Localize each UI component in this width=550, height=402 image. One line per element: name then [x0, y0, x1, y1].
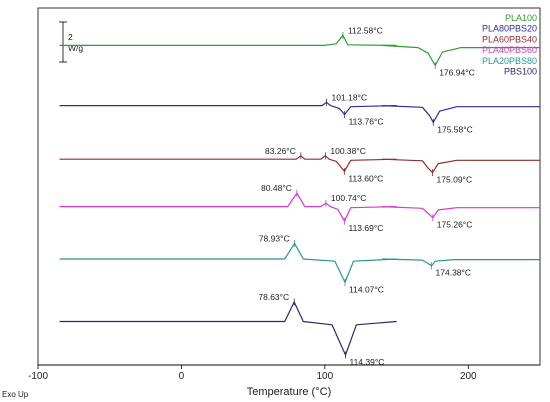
series-layer	[59, 34, 540, 356]
peak-label-pla80pbs20-2: 113.76°C	[349, 117, 384, 127]
series-pla60pbs40-segment-2	[382, 158, 540, 174]
x-tick-label-1: -100	[28, 371, 48, 382]
exo-up-label: Exo Up	[2, 390, 29, 399]
peak-label-pla20pbs80-1: 78.93°C	[259, 233, 290, 243]
peak-label-pla80pbs20-1: 101.18°C	[332, 92, 368, 102]
series-pla40pbs60-segment-2	[382, 206, 540, 219]
peak-label-pla40pbs60-4: 175.26°C	[437, 220, 473, 230]
series-pla80pbs20-segment-1	[59, 101, 397, 116]
peak-label-pla20pbs80-3: 174.38°C	[436, 268, 472, 278]
series-pla80pbs20-segment-2	[382, 105, 540, 124]
scale-bar-unit: W/g	[68, 43, 83, 53]
peak-label-pla40pbs60-1: 80.48°C	[261, 183, 292, 193]
peak-label-pla40pbs60-3: 113.69°C	[348, 223, 383, 233]
peak-label-pbs100-2: 114.39°C	[349, 357, 384, 367]
legend-entry-pla20pbs80: PLA20PBS80	[482, 56, 537, 66]
series-pla20pbs80-segment-1	[59, 242, 397, 283]
peak-label-pla80pbs20-3: 175.58°C	[437, 124, 473, 134]
series-pbs100-segment-1	[59, 301, 397, 356]
legend-entry-pla60pbs40: PLA60PBS40	[482, 34, 537, 44]
scale-bar: 2 W/g	[59, 21, 83, 63]
series-pla60pbs40-segment-1	[59, 155, 397, 172]
peak-label-pla100-1: 112.58°C	[348, 25, 383, 35]
x-tick-label-2: 0	[179, 371, 185, 382]
peak-label-pla60pbs40-2: 100.38°C	[330, 146, 366, 156]
peak-label-pla60pbs40-3: 113.60°C	[348, 173, 383, 183]
peak-label-pla60pbs40-1: 83.26°C	[265, 146, 296, 156]
x-tick-label-3: 100	[317, 371, 334, 382]
x-axis: -100 0 100 200	[28, 364, 540, 382]
legend-entry-pla100: PLA100	[505, 13, 537, 23]
scale-bar-value: 2	[68, 32, 73, 42]
peak-label-pla40pbs60-2: 100.74°C	[331, 193, 367, 203]
x-tick-label-4: 200	[460, 371, 477, 382]
series-pla20pbs80-segment-2	[382, 258, 540, 267]
peak-label-pla20pbs80-2: 114.07°C	[349, 284, 384, 294]
legend-entry-pla40pbs60: PLA40PBS60	[482, 45, 537, 55]
peak-label-pla60pbs40-4: 175.09°C	[437, 175, 473, 185]
x-axis-title: Temperature (°C)	[247, 386, 331, 398]
legend-entry-pla80pbs20: PLA80PBS20	[482, 24, 537, 34]
peak-label-pla100-2: 176.94°C	[439, 67, 475, 77]
legend-entry-pbs100: PBS100	[504, 67, 537, 77]
legend: PLA100PLA80PBS20PLA60PBS40PLA40PBS60PLA2…	[482, 13, 537, 77]
annotation-layer: 112.58°C 176.94°C 101.18°C 113.76°C 175.58°C…	[258, 25, 474, 367]
peak-label-pbs100-1: 78.63°C	[258, 292, 289, 302]
series-pla100-segment-1	[59, 34, 397, 47]
